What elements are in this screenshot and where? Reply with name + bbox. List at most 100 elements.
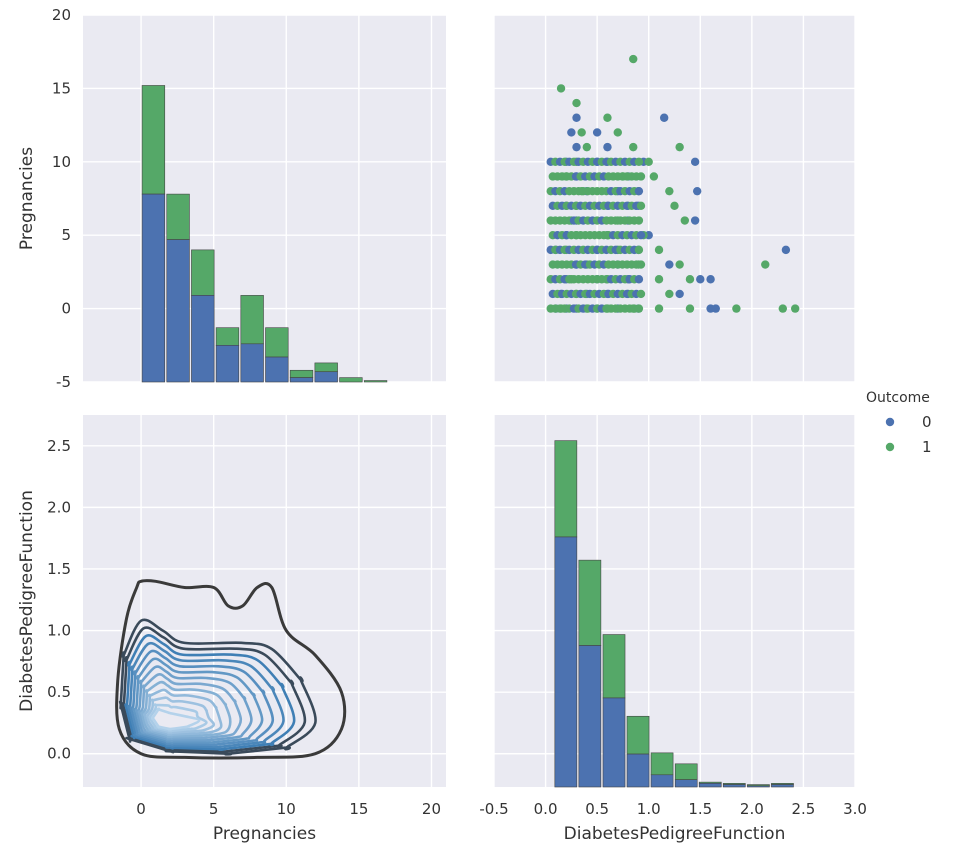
bar-outcome-0 bbox=[626, 753, 650, 788]
legend-label: 0 bbox=[922, 413, 932, 431]
bar-outcome-0 bbox=[166, 239, 190, 383]
bar-outcome-0 bbox=[722, 784, 746, 788]
y-axis-label-pregnancies: Pregnancies bbox=[17, 147, 37, 250]
x-axis-label-pregnancies: Pregnancies bbox=[213, 824, 316, 844]
bar-outcome-1 bbox=[363, 380, 388, 383]
x-tick-label: 0.0 bbox=[534, 800, 558, 818]
point-outcome-1 bbox=[732, 304, 741, 313]
point-outcome-0 bbox=[572, 142, 581, 152]
kde-contour bbox=[148, 703, 208, 733]
point-outcome-1 bbox=[636, 289, 646, 299]
point-outcome-1 bbox=[670, 201, 679, 211]
point-outcome-1 bbox=[613, 128, 622, 137]
bar-outcome-0 bbox=[747, 785, 770, 788]
legend-marker bbox=[885, 442, 895, 452]
bar-outcome-0 bbox=[215, 344, 240, 383]
kde-contour bbox=[145, 696, 216, 735]
bar-outcome-0 bbox=[674, 779, 698, 788]
point-outcome-1 bbox=[636, 260, 646, 269]
kde-contour bbox=[142, 688, 223, 737]
x-tick-label: -0.5 bbox=[479, 800, 508, 818]
axis-labels: Pregnancies DiabetesPedigreeFunction Pregn… bbox=[17, 147, 785, 844]
bar-outcome-1 bbox=[578, 559, 602, 646]
point-outcome-1 bbox=[634, 304, 644, 313]
point-outcome-1 bbox=[556, 84, 566, 93]
point-outcome-1 bbox=[634, 216, 644, 225]
panel-kde-contours: 0 5 10 15 20 0.0 0.5 1.0 1.5 2.0 2.5 bbox=[47, 415, 446, 818]
point-outcome-1 bbox=[680, 216, 690, 225]
bar-outcome-0 bbox=[240, 343, 264, 383]
x-tick-label: 5 bbox=[209, 800, 219, 818]
bar-outcome-0 bbox=[771, 784, 794, 788]
point-outcome-1 bbox=[790, 304, 800, 313]
point-outcome-0 bbox=[692, 186, 702, 196]
kde-contour bbox=[134, 665, 253, 743]
point-outcome-0 bbox=[781, 245, 791, 255]
y-axis-label-dpf: DiabetesPedigreeFunction bbox=[17, 490, 37, 712]
legend-label: 1 bbox=[922, 438, 932, 456]
bar-outcome-1 bbox=[289, 369, 314, 378]
x-tick-label: 0 bbox=[136, 800, 146, 818]
bar-outcome-1 bbox=[265, 327, 289, 358]
bar-outcome-0 bbox=[191, 295, 215, 383]
legend-marker bbox=[885, 417, 895, 427]
bar-outcome-0 bbox=[141, 193, 166, 383]
point-outcome-1 bbox=[572, 98, 581, 108]
point-outcome-1 bbox=[649, 172, 659, 181]
point-outcome-0 bbox=[592, 128, 602, 137]
point-outcome-1 bbox=[636, 172, 646, 181]
panel-background bbox=[83, 15, 446, 382]
kde-contour bbox=[132, 657, 264, 745]
point-outcome-1 bbox=[629, 54, 638, 64]
x-tick-label: 15 bbox=[349, 800, 368, 818]
x-tick-label: 1.5 bbox=[688, 800, 712, 818]
x-axis-label-dpf: DiabetesPedigreeFunction bbox=[564, 824, 786, 844]
bar-outcome-0 bbox=[698, 783, 722, 788]
legend: Outcome 0 1 bbox=[866, 390, 932, 456]
point-outcome-0 bbox=[696, 275, 705, 284]
bar-outcome-0 bbox=[554, 536, 578, 788]
bar-outcome-1 bbox=[554, 440, 578, 538]
x-tick-label: 2.5 bbox=[791, 800, 815, 818]
bar-outcome-0 bbox=[650, 774, 674, 788]
point-outcome-0 bbox=[690, 216, 700, 225]
y-tick-label: 0 bbox=[61, 300, 71, 318]
bar-outcome-1 bbox=[626, 715, 650, 755]
point-outcome-0 bbox=[603, 142, 612, 152]
bar-outcome-0 bbox=[265, 356, 289, 383]
kde-contour bbox=[140, 680, 232, 739]
kde-contour bbox=[121, 626, 307, 754]
point-outcome-1 bbox=[654, 304, 664, 313]
point-outcome-1 bbox=[654, 245, 664, 255]
point-outcome-1 bbox=[675, 142, 684, 152]
bar-outcome-0 bbox=[314, 371, 338, 383]
bar-outcome-1 bbox=[240, 295, 264, 345]
point-outcome-0 bbox=[706, 275, 715, 284]
point-outcome-1 bbox=[634, 245, 644, 255]
y-tick-label: 15 bbox=[52, 79, 71, 97]
point-outcome-1 bbox=[675, 260, 684, 269]
bar-outcome-0 bbox=[602, 697, 626, 788]
point-outcome-0 bbox=[567, 128, 576, 137]
bar-outcome-0 bbox=[578, 645, 602, 788]
panel-pregnancies-histogram: -5 0 5 10 15 20 bbox=[52, 6, 446, 391]
x-tick-label: 0.5 bbox=[585, 800, 609, 818]
point-outcome-1 bbox=[629, 142, 638, 152]
y-tick-label: -5 bbox=[56, 373, 71, 391]
point-outcome-1 bbox=[577, 128, 586, 137]
point-outcome-1 bbox=[665, 289, 674, 299]
y-tick-label: 2.5 bbox=[47, 437, 71, 455]
legend-title: Outcome bbox=[866, 390, 930, 406]
bar-outcome-1 bbox=[215, 327, 240, 346]
point-outcome-1 bbox=[778, 304, 787, 313]
point-outcome-1 bbox=[685, 275, 695, 284]
point-outcome-0 bbox=[665, 260, 674, 269]
kde-contour bbox=[129, 649, 275, 747]
y-tick-label: 20 bbox=[52, 6, 71, 24]
bar-outcome-1 bbox=[674, 763, 698, 780]
kde-contour bbox=[150, 707, 201, 731]
y-tick-label: 10 bbox=[52, 153, 71, 171]
bar-outcome-1 bbox=[602, 634, 626, 699]
y-tick-label: 5 bbox=[61, 226, 71, 244]
kde-contour-outer bbox=[115, 579, 347, 760]
